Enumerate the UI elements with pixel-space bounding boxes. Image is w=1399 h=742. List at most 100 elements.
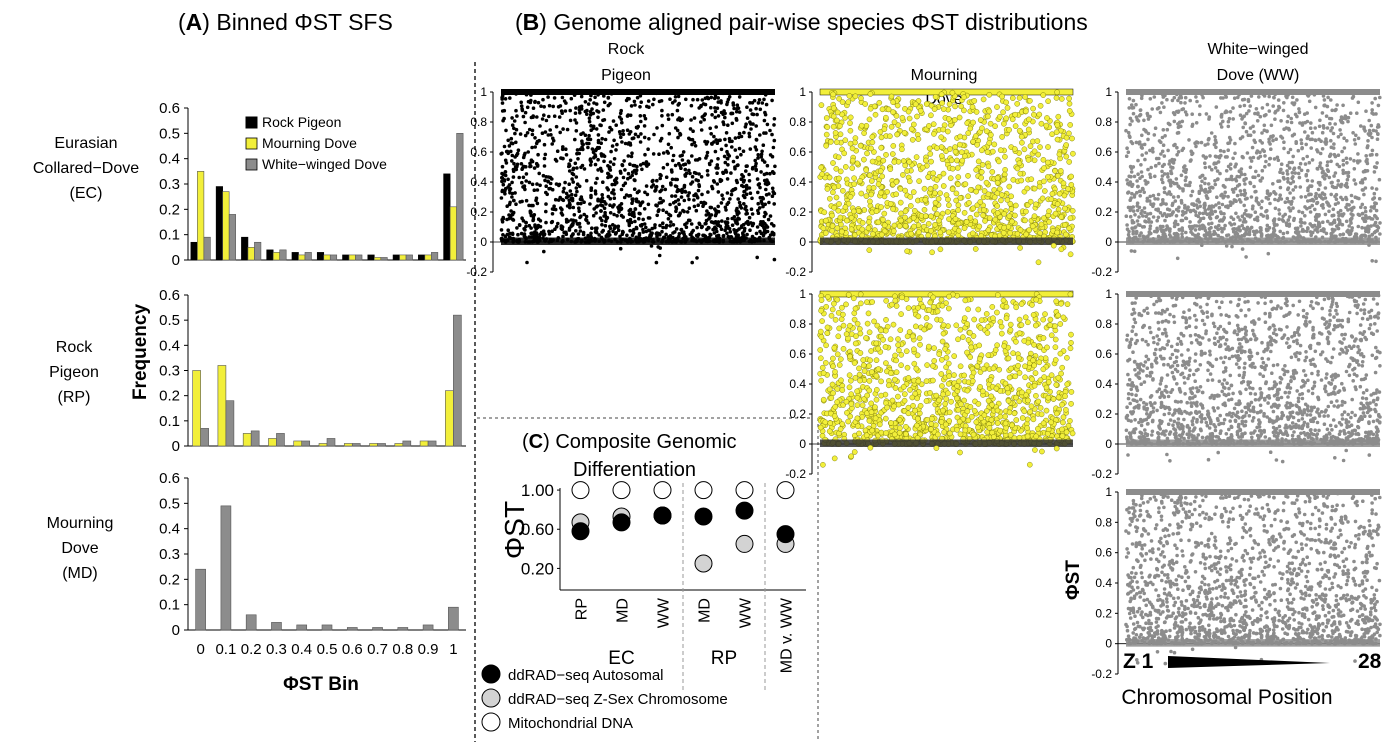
- scatter-point: [1342, 136, 1346, 140]
- scatter-point: [719, 227, 724, 231]
- scatter-point: [1214, 105, 1219, 109]
- scatter-point: [1331, 213, 1336, 218]
- scatter-point: [1255, 119, 1260, 123]
- scatter-point: [716, 190, 721, 194]
- scatter-point: [1341, 116, 1345, 121]
- scatter-y-tick-label: 0.8: [789, 317, 806, 331]
- scatter-point: [1139, 96, 1144, 101]
- scatter-point: [522, 232, 527, 236]
- scatter-point: [986, 92, 993, 98]
- scatter-point: [858, 95, 864, 101]
- bar-ec-0-2: [203, 236, 211, 261]
- scatter-point: [690, 260, 694, 265]
- scatter-point: [762, 118, 767, 123]
- scatter-point: [890, 151, 896, 157]
- scatter-point: [549, 133, 553, 137]
- scatter-point: [1203, 165, 1208, 170]
- scatter-point: [692, 193, 696, 198]
- scatter-point: [688, 127, 693, 131]
- scatter-point: [535, 163, 540, 167]
- panel-a-ylabel: Frequency: [130, 304, 151, 401]
- scatter-point: [1346, 119, 1350, 124]
- scatter-point: [668, 224, 672, 228]
- scatter-point: [1012, 123, 1019, 129]
- scatter-point: [658, 176, 662, 181]
- scatter-point: [1325, 168, 1330, 172]
- scatter-point: [637, 216, 641, 221]
- scatter-point: [707, 226, 711, 230]
- scatter-point: [697, 157, 702, 161]
- scatter-point: [846, 93, 853, 99]
- scatter-point: [1016, 95, 1023, 101]
- scatter-point: [1248, 180, 1252, 185]
- scatter-point: [506, 138, 511, 143]
- scatter-point: [1300, 146, 1304, 150]
- scatter-point: [1339, 120, 1344, 124]
- scatter-point: [771, 231, 776, 236]
- scatter-point: [1266, 197, 1271, 201]
- scatter-point: [1319, 139, 1323, 143]
- y-tick-label: 0.6: [159, 470, 180, 487]
- scatter-point: [754, 124, 758, 128]
- scatter-point: [925, 220, 932, 227]
- scatter-point: [1329, 128, 1333, 133]
- scatter-point: [1308, 230, 1313, 234]
- scatter-point: [1127, 174, 1131, 179]
- scatter-point: [714, 125, 718, 129]
- scatter-point: [1238, 189, 1243, 193]
- scatter-point: [538, 124, 542, 128]
- scatter-point: [710, 113, 714, 117]
- scatter-point: [898, 217, 904, 224]
- scatter-point: [611, 229, 615, 234]
- scatter-point: [1322, 98, 1327, 102]
- scatter-point: [985, 113, 991, 120]
- scatter-point: [1130, 119, 1134, 123]
- scatter-point: [966, 200, 972, 206]
- scatter-point: [859, 226, 866, 233]
- scatter-point: [588, 98, 592, 102]
- scatter-point: [731, 159, 736, 164]
- bar-rp-1-1: [225, 400, 235, 447]
- scatter-point: [1198, 104, 1202, 108]
- scatter-point: [700, 192, 704, 197]
- scatter-point: [1052, 168, 1058, 174]
- scatter-point: [629, 104, 634, 108]
- scatter-point: [1131, 98, 1136, 103]
- scatter-point: [504, 128, 508, 133]
- scatter-point: [619, 117, 624, 121]
- scatter-point: [1273, 192, 1278, 196]
- scatter-point: [642, 124, 647, 128]
- scatter-point: [588, 109, 593, 114]
- scatter-point: [907, 194, 914, 200]
- scatter-point: [1340, 197, 1345, 202]
- scatter-point: [694, 171, 698, 176]
- scatter-point: [1344, 156, 1349, 161]
- scatter-point: [1262, 94, 1267, 98]
- scatter-point: [524, 92, 529, 97]
- scatter-point: [1237, 225, 1241, 229]
- scatter-point: [1135, 208, 1140, 213]
- scatter-point: [1046, 219, 1052, 225]
- scatter-point: [770, 170, 775, 174]
- scatter-point: [830, 91, 836, 98]
- bar-rp-0-1: [200, 428, 209, 447]
- scatter-point: [614, 231, 618, 235]
- scatter-point: [1125, 223, 1129, 227]
- col-title-ww-line1: White−winged: [1208, 41, 1309, 58]
- x-tick-label: 1: [449, 641, 457, 658]
- scatter-point: [666, 117, 671, 121]
- scatter-point: [552, 96, 557, 100]
- scatter-point: [832, 130, 839, 136]
- scatter-point: [1153, 126, 1158, 130]
- scatter-point: [912, 101, 919, 108]
- scatter-point: [765, 178, 769, 182]
- y-tick-label: 0: [172, 622, 180, 639]
- scatter-point: [870, 231, 876, 237]
- scatter-point: [598, 123, 602, 127]
- scatter-point: [534, 141, 539, 146]
- y-tick-label: 0.6: [159, 287, 180, 304]
- scatter-point: [1362, 127, 1366, 131]
- scatter-point: [609, 92, 614, 96]
- scatter-point: [1259, 226, 1263, 230]
- scatter-point: [1228, 200, 1233, 204]
